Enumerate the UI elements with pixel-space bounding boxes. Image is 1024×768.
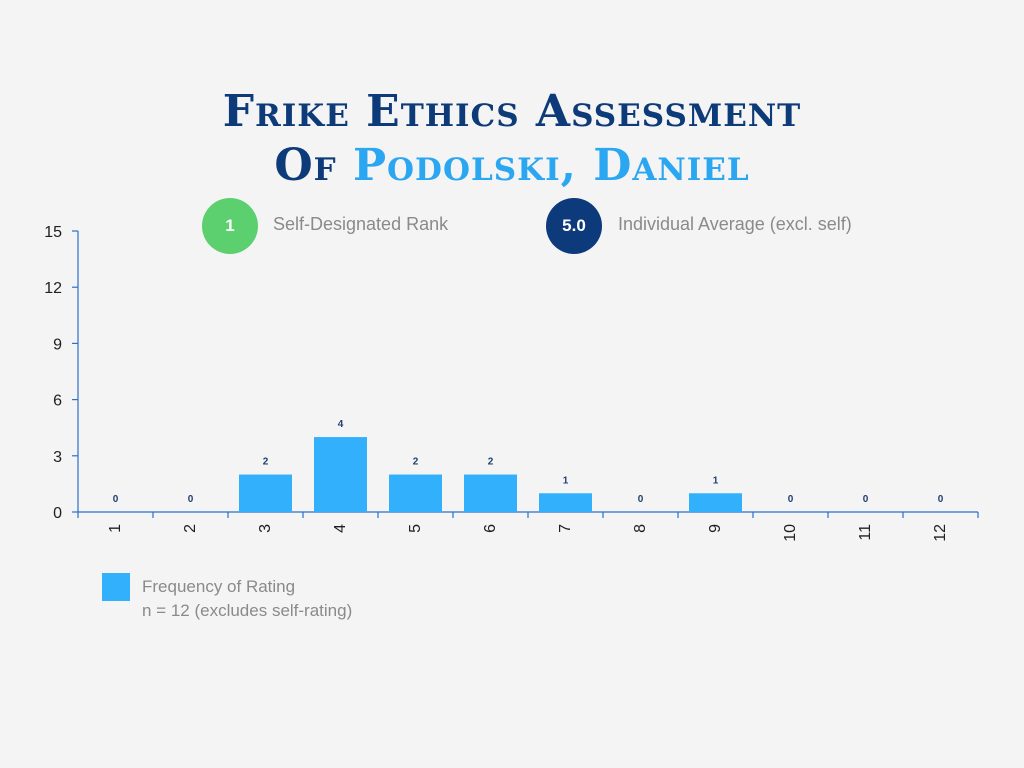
data-label: 0 bbox=[863, 494, 869, 505]
title-prefix: Of bbox=[274, 140, 353, 191]
bar-rating-9 bbox=[689, 493, 742, 512]
y-tick-label: 15 bbox=[44, 224, 62, 241]
x-tick-label: 1 bbox=[107, 524, 124, 533]
x-tick-label: 11 bbox=[857, 524, 874, 541]
y-tick-label: 9 bbox=[53, 336, 62, 353]
bar-rating-5 bbox=[389, 474, 442, 512]
x-tick-label: 8 bbox=[632, 524, 649, 533]
self-rank-label: Self-Designated Rank bbox=[273, 214, 449, 234]
data-label: 0 bbox=[188, 494, 194, 505]
bar-rating-3 bbox=[239, 474, 292, 512]
individual-average-value: 5.0 bbox=[562, 216, 586, 235]
data-label: 1 bbox=[713, 475, 719, 486]
bar-rating-4 bbox=[314, 437, 367, 512]
data-label: 0 bbox=[638, 494, 644, 505]
data-label: 1 bbox=[563, 475, 569, 486]
x-tick-label: 9 bbox=[707, 524, 724, 533]
individual-average-label: Individual Average (excl. self) bbox=[618, 214, 852, 234]
x-tick-label: 12 bbox=[932, 524, 949, 542]
data-label: 4 bbox=[338, 419, 344, 430]
data-label: 2 bbox=[263, 457, 269, 468]
chart-title-line1: Frike Ethics Assessment bbox=[222, 86, 802, 137]
x-tick-label: 7 bbox=[557, 524, 574, 533]
data-label: 0 bbox=[788, 494, 794, 505]
y-tick-label: 0 bbox=[53, 505, 62, 522]
data-label: 0 bbox=[938, 494, 944, 505]
legend-swatch bbox=[102, 573, 130, 601]
individual-average-badge: 5.0 bbox=[546, 198, 602, 254]
legend-sample-note: n = 12 (excludes self-rating) bbox=[142, 601, 353, 620]
bar-rating-6 bbox=[464, 474, 517, 512]
x-tick-label: 5 bbox=[407, 524, 424, 533]
x-tick-label: 4 bbox=[332, 524, 349, 533]
y-tick-label: 3 bbox=[53, 449, 62, 466]
chart-title-line2: Of Podolski, Daniel bbox=[0, 140, 1024, 191]
y-tick-label: 12 bbox=[44, 280, 62, 297]
title-person-name: Podolski, Daniel bbox=[352, 140, 750, 191]
x-tick-label: 6 bbox=[482, 524, 499, 533]
self-rank-badge: 1 bbox=[202, 198, 258, 254]
data-label: 0 bbox=[113, 494, 119, 505]
y-tick-label: 6 bbox=[53, 393, 62, 410]
bar-rating-7 bbox=[539, 493, 592, 512]
data-label: 2 bbox=[413, 457, 419, 468]
x-tick-label: 2 bbox=[182, 524, 199, 533]
data-label: 2 bbox=[488, 457, 494, 468]
x-tick-label: 3 bbox=[257, 524, 274, 533]
self-rank-value: 1 bbox=[225, 216, 235, 235]
legend-series-label: Frequency of Rating bbox=[142, 577, 296, 596]
x-tick-label: 10 bbox=[782, 524, 799, 542]
